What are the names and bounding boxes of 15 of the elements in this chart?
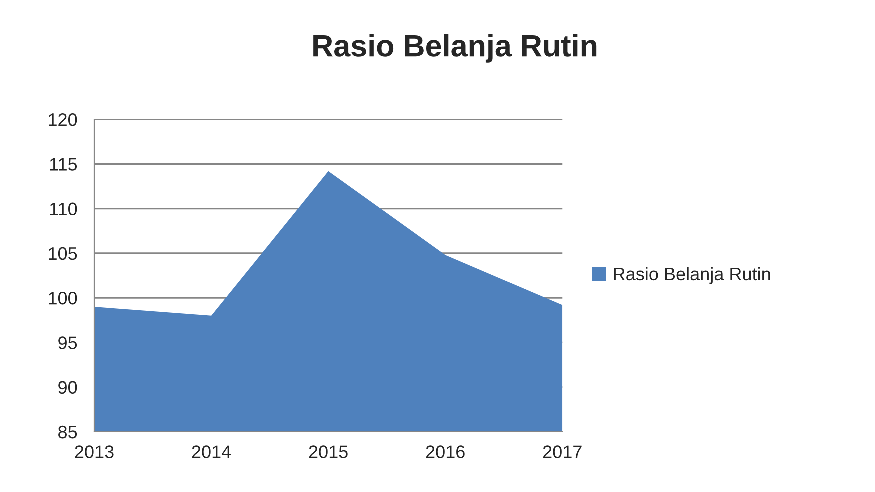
chart-title: Rasio Belanja Rutin <box>314 34 597 63</box>
y-tick-label: 85 <box>58 426 78 439</box>
y-tick-label: 115 <box>50 158 78 171</box>
x-tick-label: 2016 <box>426 446 465 458</box>
y-tick-label: 105 <box>49 247 78 260</box>
legend-label: Rasio Belanja Rutin <box>614 267 770 284</box>
y-tick-label: 110 <box>50 202 78 216</box>
y-tick-label: 95 <box>58 336 78 350</box>
x-tick-label: 2014 <box>192 446 232 458</box>
x-tick-label: 2013 <box>75 446 114 458</box>
x-tick-label: 2017 <box>543 446 582 458</box>
y-tick-label: 100 <box>49 292 78 305</box>
y-tick-label: 120 <box>49 113 78 126</box>
y-tick-label: 90 <box>58 381 78 394</box>
x-tick-label: 2015 <box>309 446 348 458</box>
